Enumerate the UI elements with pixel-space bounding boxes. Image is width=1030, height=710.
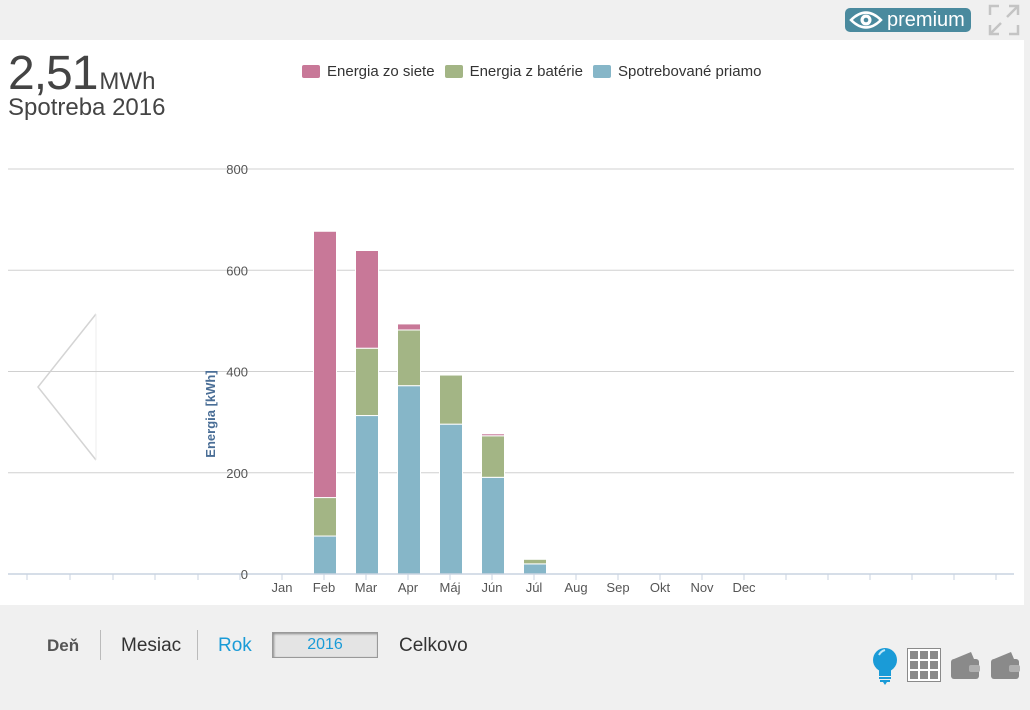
x-tick-label: Feb	[313, 580, 335, 595]
bar-segment[interactable]	[355, 415, 379, 575]
x-tick-label: Apr	[398, 580, 419, 595]
x-tick-label: Mar	[355, 580, 378, 595]
bar-segment[interactable]	[481, 433, 505, 437]
legend-label-grid: Energia zo siete	[327, 63, 435, 80]
bar-segment[interactable]	[313, 497, 337, 537]
x-tick-label: Nov	[690, 580, 714, 595]
bar-segment[interactable]	[439, 374, 463, 425]
x-tick-label: Aug	[564, 580, 587, 595]
x-tick-label: Jún	[482, 580, 503, 595]
x-tick-label: Júl	[526, 580, 543, 595]
legend-label-direct: Spotrebované priamo	[617, 63, 762, 80]
bar-segment[interactable]	[397, 323, 421, 331]
legend-item-battery[interactable]: Energia z batérie	[444, 63, 583, 80]
legend-swatch-grid	[302, 65, 320, 78]
total-consumption: 2,51MWh	[8, 46, 155, 101]
tab-divider	[100, 630, 101, 660]
consumption-subtitle: Spotreba 2016	[8, 94, 166, 121]
x-tick-label: Dec	[732, 580, 756, 595]
bar-segment[interactable]	[439, 423, 463, 575]
wallet-icon[interactable]	[949, 650, 981, 680]
grid-view-icon[interactable]	[907, 648, 941, 682]
bar-segment[interactable]	[481, 435, 505, 478]
energy-bar-chart: Jan Feb Mar Apr Máj Jún Júl Aug Sep Okt Nov Dec 0 20…	[8, 162, 1014, 595]
x-tick-label: Máj	[440, 580, 461, 595]
year-selector[interactable]: 2016	[272, 632, 378, 658]
y-tick-label: 0	[241, 567, 248, 582]
bar-segment[interactable]	[313, 230, 337, 499]
y-tick-label: 600	[226, 263, 248, 278]
tab-divider	[197, 630, 198, 660]
lightbulb-icon[interactable]	[870, 646, 900, 686]
bar-segment[interactable]	[523, 563, 547, 575]
legend-swatch-direct	[592, 65, 611, 78]
bar-segment[interactable]	[355, 250, 379, 349]
legend-item-grid[interactable]: Energia zo siete	[302, 63, 435, 80]
bottom-bar	[0, 605, 1030, 710]
wallet-icon[interactable]	[989, 650, 1021, 680]
total-unit: MWh	[99, 68, 156, 95]
bar-segment[interactable]	[481, 476, 505, 575]
y-tick-label: 400	[226, 365, 248, 380]
tab-month[interactable]: Mesiac	[121, 635, 182, 656]
legend-swatch-battery	[444, 65, 463, 78]
bar-segment[interactable]	[397, 385, 421, 575]
tab-day[interactable]: Deň	[47, 636, 80, 655]
x-tick-label: Jan	[272, 580, 293, 595]
premium-label: premium	[887, 8, 965, 31]
bar-segment[interactable]	[313, 535, 337, 575]
bar-segment[interactable]	[397, 329, 421, 387]
fullscreen-icon[interactable]	[987, 3, 1021, 37]
previous-period-arrow-icon[interactable]	[34, 312, 98, 462]
tab-total[interactable]: Celkovo	[399, 635, 468, 656]
bar-segment[interactable]	[523, 558, 547, 565]
chart-panel	[0, 40, 1024, 605]
y-tick-label: 800	[226, 162, 248, 177]
x-tick-label: Okt	[650, 580, 671, 595]
y-tick-label: 200	[226, 466, 248, 481]
total-value: 2,51	[8, 47, 98, 100]
premium-button[interactable]: premium	[845, 8, 971, 32]
chart-legend: Energia zo siete Energia z batérie Spotr…	[302, 63, 761, 80]
legend-item-direct[interactable]: Spotrebované priamo	[592, 63, 762, 80]
bar-segment[interactable]	[355, 347, 379, 417]
x-tick-label: Sep	[606, 580, 629, 595]
legend-label-battery: Energia z batérie	[469, 63, 583, 80]
y-axis-label: Energia [kWh]	[203, 370, 218, 457]
tab-year[interactable]: Rok	[218, 635, 252, 656]
eye-icon	[849, 11, 883, 29]
